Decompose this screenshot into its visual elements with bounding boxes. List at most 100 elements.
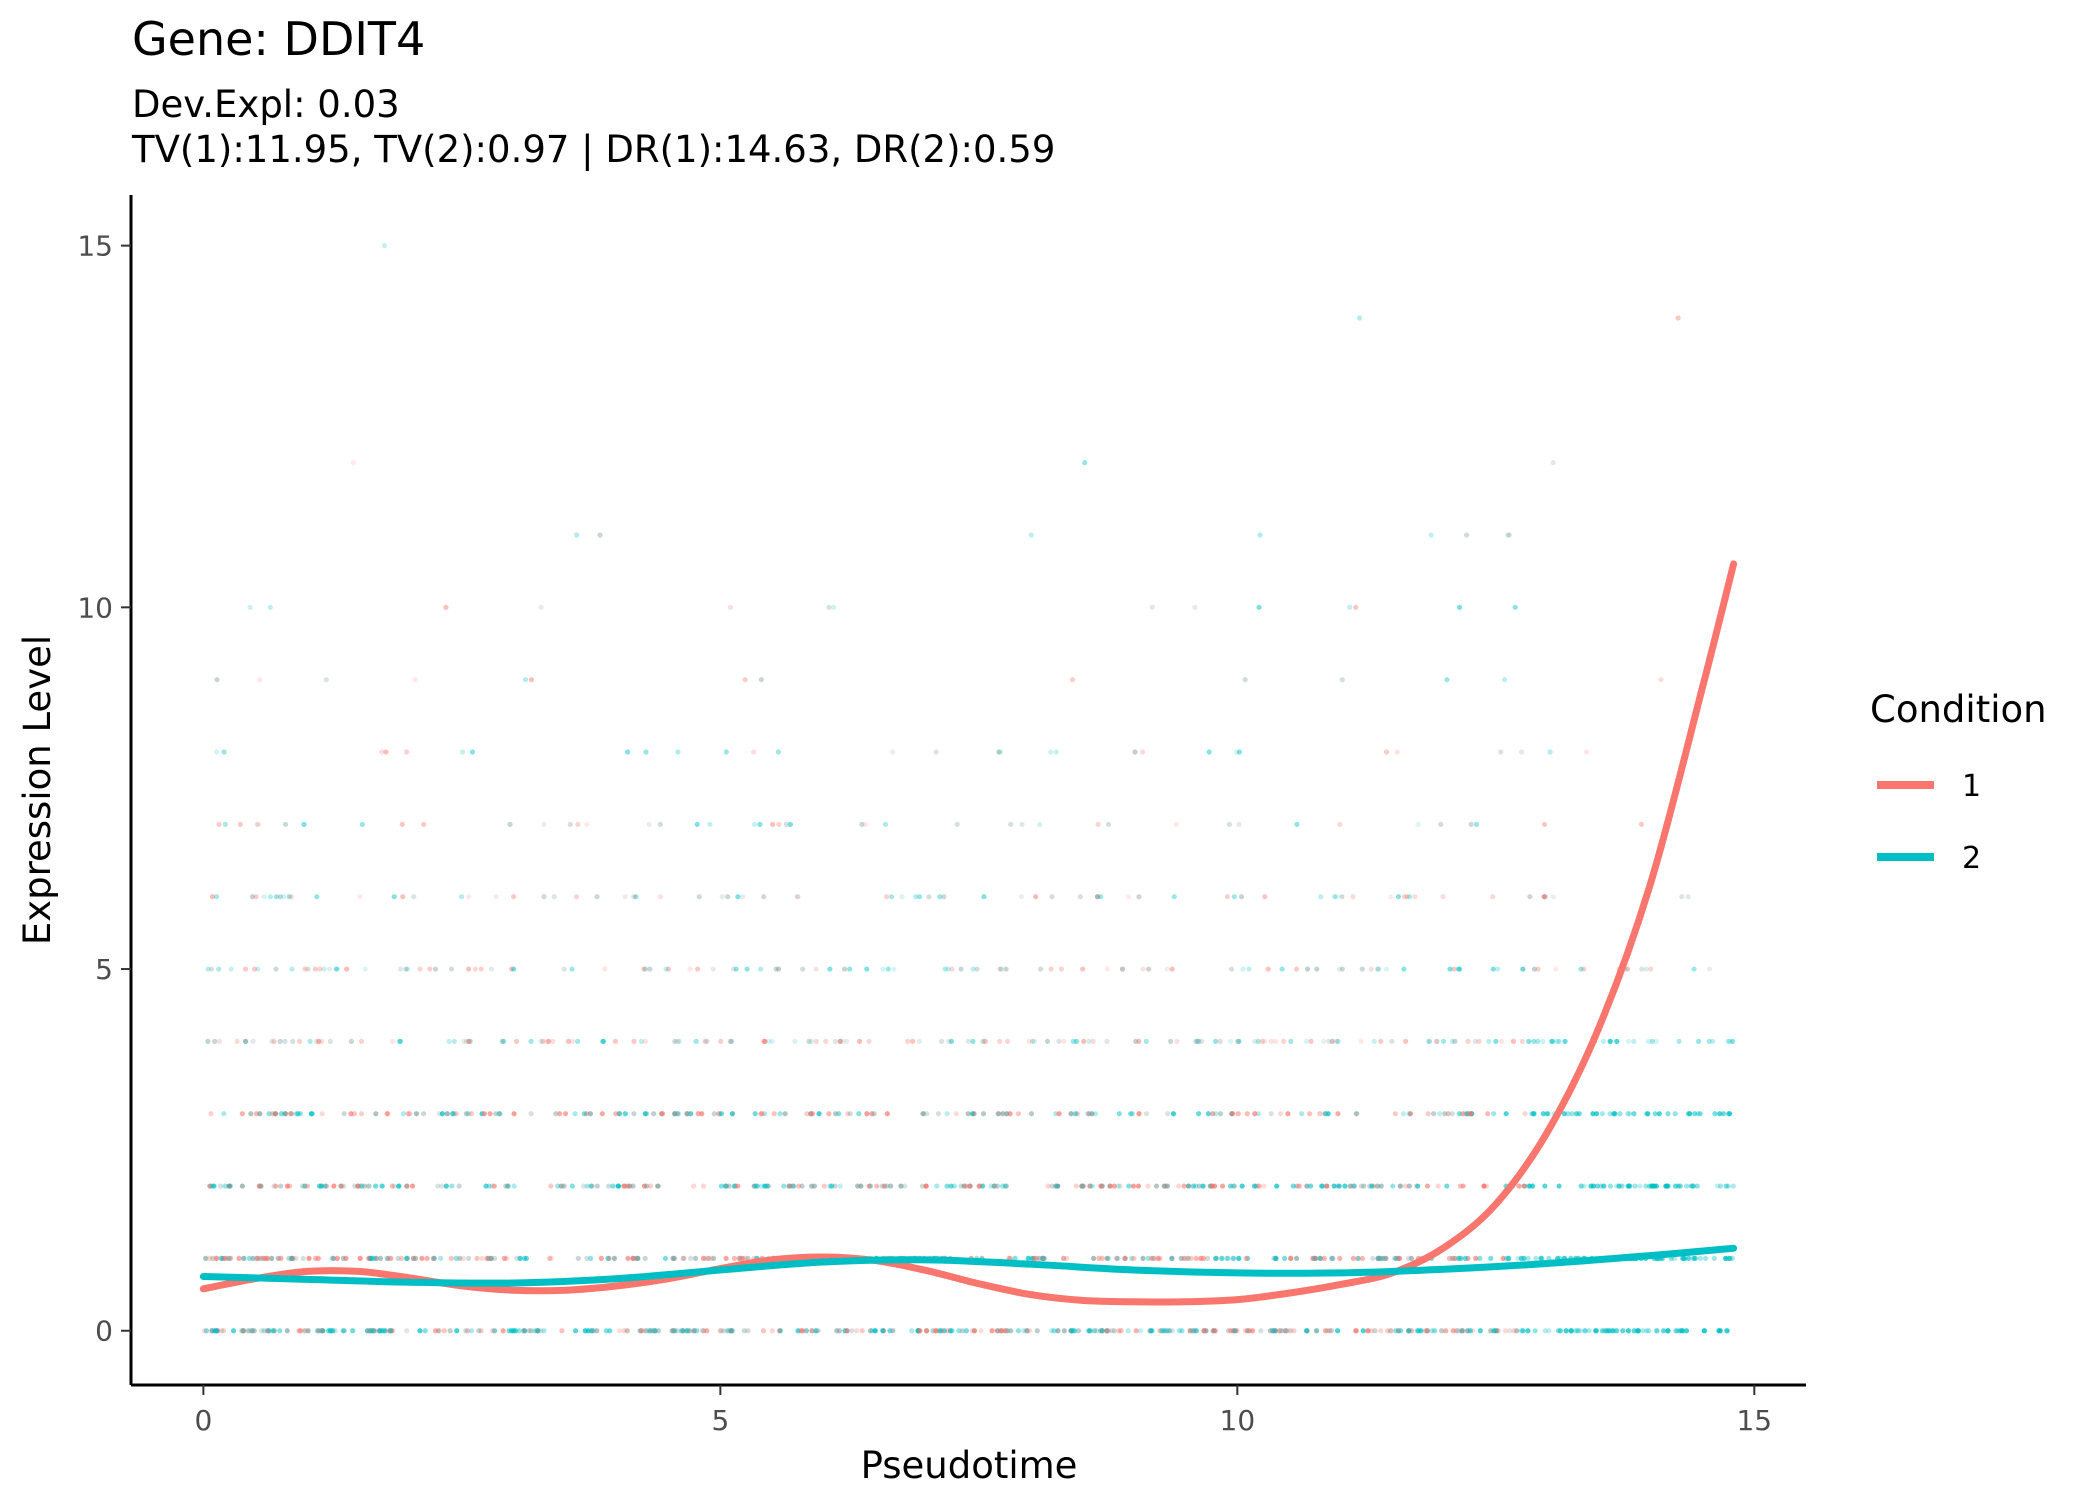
cell-point xyxy=(218,1255,224,1262)
cell-point xyxy=(1193,1255,1199,1262)
cell-point xyxy=(573,894,580,900)
cell-point xyxy=(1538,1255,1544,1262)
cell-point xyxy=(1408,1255,1415,1262)
cell-point xyxy=(1405,1255,1412,1262)
cell-point xyxy=(389,1183,395,1189)
cell-point xyxy=(745,1328,751,1334)
cell-point xyxy=(1440,1038,1447,1044)
cell-point xyxy=(1619,1183,1625,1189)
cell-point xyxy=(1627,1111,1633,1117)
cell-point xyxy=(1072,1111,1079,1117)
cell-point xyxy=(741,1328,747,1334)
cell-point xyxy=(234,1038,240,1044)
cell-point xyxy=(687,966,693,972)
cell-point xyxy=(218,1183,224,1189)
cell-point xyxy=(219,1328,225,1334)
cell-point xyxy=(1087,1183,1093,1189)
cell-point xyxy=(657,821,663,827)
cell-point xyxy=(692,1255,699,1262)
cell-point xyxy=(1519,749,1525,755)
cell-point xyxy=(250,1255,256,1262)
cell-point xyxy=(332,1328,338,1334)
cell-point xyxy=(562,1111,569,1117)
cell-point xyxy=(505,1183,512,1189)
cell-point xyxy=(879,1183,885,1189)
cell-point xyxy=(1056,1111,1062,1117)
cell-point xyxy=(1616,1183,1622,1189)
cell-point xyxy=(1312,1255,1318,1262)
cell-point xyxy=(735,1183,741,1189)
cell-point xyxy=(1273,1255,1279,1262)
cell-point xyxy=(572,1328,579,1334)
cell-point xyxy=(1473,821,1480,827)
cell-point xyxy=(1234,1038,1240,1044)
cell-point xyxy=(742,677,748,683)
cell-point xyxy=(926,894,932,900)
cell-point xyxy=(967,1183,973,1189)
cell-point xyxy=(1378,1038,1384,1044)
cell-point xyxy=(1245,1328,1251,1334)
cell-point xyxy=(1406,894,1413,900)
cell-point xyxy=(273,894,280,900)
cell-point xyxy=(1012,1255,1018,1262)
cell-point xyxy=(585,1328,591,1334)
cell-point xyxy=(1575,1328,1581,1334)
cell-point xyxy=(674,1038,681,1044)
cell-point xyxy=(625,1183,631,1189)
cell-point xyxy=(1094,1328,1100,1334)
cell-point xyxy=(214,677,220,683)
cell-point xyxy=(1541,894,1547,900)
cell-point xyxy=(702,1038,708,1044)
cell-point xyxy=(1324,1183,1330,1189)
cell-point xyxy=(863,821,869,827)
cell-point xyxy=(727,1038,733,1044)
cell-point xyxy=(207,1183,213,1189)
cell-point xyxy=(1255,1038,1261,1044)
cell-point xyxy=(1185,1183,1192,1189)
cell-point xyxy=(625,1328,631,1334)
cell-point xyxy=(837,1038,843,1044)
cell-point xyxy=(739,894,746,900)
cell-point xyxy=(298,1328,304,1334)
cell-point xyxy=(1503,1255,1509,1262)
cell-point xyxy=(834,1328,840,1334)
cell-point xyxy=(1339,894,1345,900)
cell-point xyxy=(647,1183,654,1189)
cell-point xyxy=(1136,1111,1142,1117)
cell-point xyxy=(399,821,405,827)
cell-point xyxy=(1219,1255,1225,1262)
cell-point xyxy=(1176,1328,1182,1334)
cell-point xyxy=(1234,1328,1240,1334)
cell-point xyxy=(1550,460,1556,466)
cell-point xyxy=(561,1183,567,1189)
cell-point xyxy=(981,894,987,900)
cell-point xyxy=(1279,966,1285,972)
cell-point xyxy=(1525,1183,1531,1189)
cell-point xyxy=(493,1111,499,1117)
cell-point xyxy=(397,1038,404,1044)
cell-point xyxy=(1520,966,1526,972)
cell-point xyxy=(575,1255,581,1262)
cell-point xyxy=(538,1038,544,1044)
cell-point xyxy=(866,1183,872,1189)
cell-point xyxy=(905,1038,911,1044)
cell-point xyxy=(1723,1328,1730,1334)
cell-point xyxy=(284,1328,290,1334)
cell-point xyxy=(566,1038,572,1044)
cell-point xyxy=(1455,1328,1462,1334)
cell-point xyxy=(790,1183,796,1189)
cell-point xyxy=(616,1328,623,1334)
cell-point xyxy=(1717,1111,1723,1117)
cell-point xyxy=(427,966,433,972)
cell-point xyxy=(1540,1111,1546,1117)
cell-point xyxy=(655,1328,662,1334)
cell-point xyxy=(334,966,340,972)
cell-point xyxy=(941,894,947,900)
cell-point xyxy=(220,1328,227,1334)
cell-point xyxy=(646,966,653,972)
cell-point xyxy=(528,677,535,683)
cell-point xyxy=(241,1328,247,1334)
cell-point xyxy=(916,1038,922,1044)
cell-point xyxy=(884,1111,890,1117)
cell-point xyxy=(1279,1328,1285,1334)
